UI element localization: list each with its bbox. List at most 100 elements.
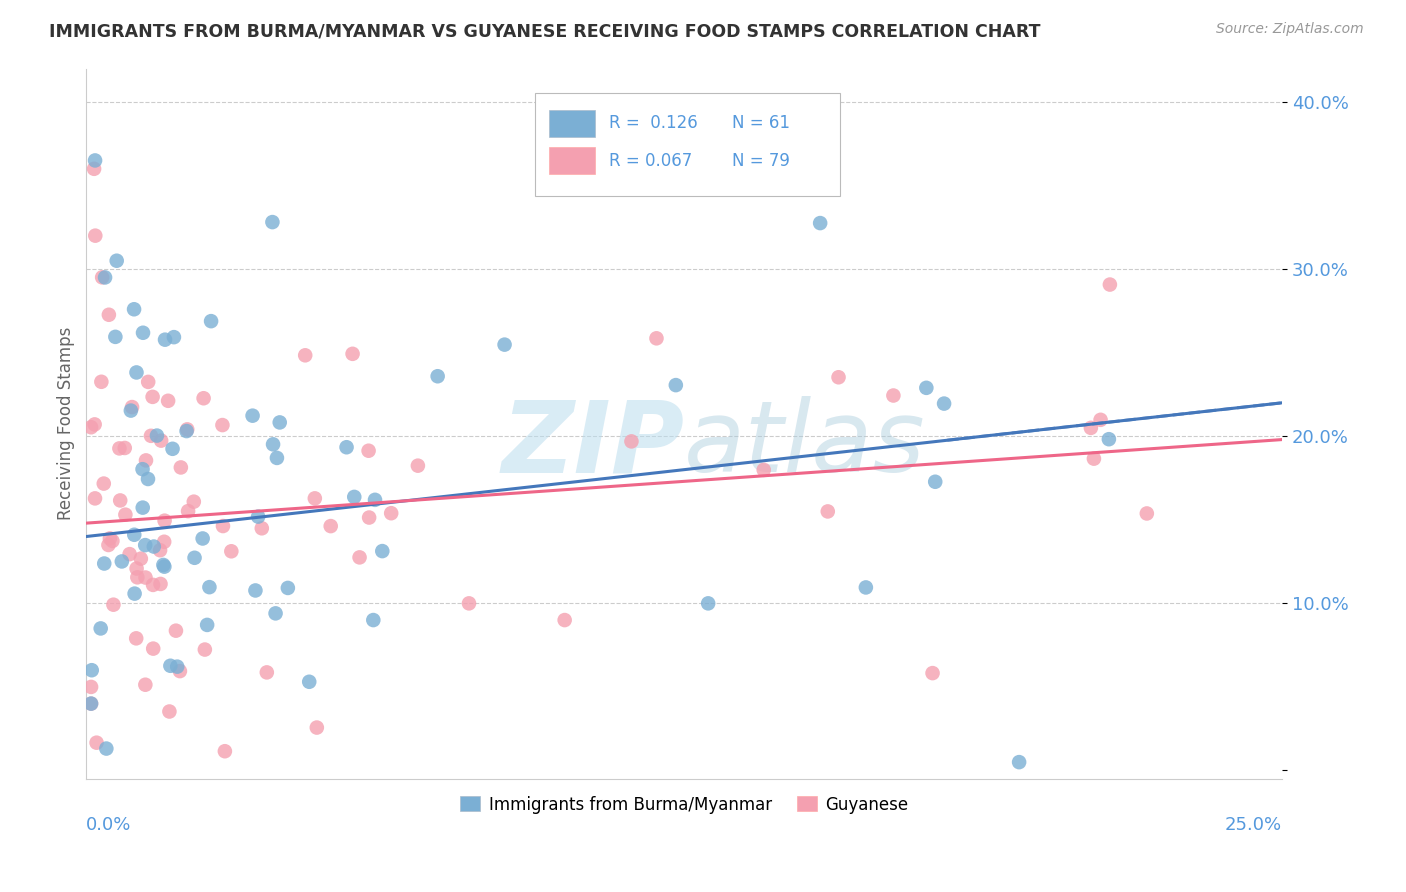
Point <box>342 347 364 361</box>
Point <box>134 678 156 692</box>
Point <box>357 443 380 458</box>
Point <box>665 378 688 392</box>
Point <box>152 558 174 572</box>
Point <box>114 441 136 455</box>
Point <box>165 624 187 638</box>
Point <box>371 544 394 558</box>
Point <box>153 534 176 549</box>
Point <box>93 476 115 491</box>
Y-axis label: Receiving Food Stamps: Receiving Food Stamps <box>58 327 75 520</box>
Point <box>1098 432 1121 446</box>
Point <box>108 442 131 456</box>
Point <box>90 622 112 636</box>
Point <box>139 429 162 443</box>
Point <box>262 437 284 451</box>
Point <box>170 460 193 475</box>
Point <box>111 554 134 568</box>
Point <box>176 424 198 438</box>
Text: ZIP: ZIP <box>502 396 685 493</box>
Point <box>157 705 180 719</box>
Point <box>166 659 188 673</box>
Point <box>349 550 371 565</box>
Point <box>80 697 103 711</box>
Point <box>149 577 172 591</box>
Point <box>142 641 165 656</box>
Point <box>1008 755 1031 769</box>
Point <box>163 330 186 344</box>
Point <box>84 228 107 243</box>
Point <box>149 543 172 558</box>
Point <box>94 270 117 285</box>
Point <box>817 504 839 518</box>
Point <box>169 664 191 678</box>
Point <box>101 533 124 548</box>
Point <box>121 400 143 414</box>
Point <box>153 514 176 528</box>
Point <box>256 665 278 680</box>
Point <box>142 390 165 404</box>
Point <box>157 393 180 408</box>
Point <box>136 472 159 486</box>
Point <box>1136 507 1159 521</box>
Point <box>191 532 214 546</box>
Point <box>124 586 146 600</box>
Point <box>86 736 108 750</box>
Text: R =  0.126: R = 0.126 <box>609 114 697 132</box>
Point <box>359 510 381 524</box>
Point <box>91 270 114 285</box>
Point <box>132 500 155 515</box>
Point <box>214 744 236 758</box>
Text: Source: ZipAtlas.com: Source: ZipAtlas.com <box>1216 22 1364 37</box>
Point <box>80 420 103 434</box>
Point <box>262 215 284 229</box>
Point <box>915 381 938 395</box>
FancyBboxPatch shape <box>534 94 839 196</box>
Point <box>335 440 357 454</box>
Point <box>211 418 233 433</box>
Point <box>177 504 200 518</box>
Point <box>131 462 153 476</box>
Point <box>183 550 205 565</box>
Point <box>242 409 264 423</box>
Point <box>247 509 270 524</box>
Point <box>150 434 173 448</box>
Point <box>304 491 326 506</box>
Point <box>426 369 449 384</box>
Point <box>212 519 235 533</box>
Point <box>406 458 429 473</box>
Point <box>697 596 720 610</box>
Point <box>135 453 157 467</box>
Text: 25.0%: 25.0% <box>1225 815 1282 834</box>
Point <box>125 632 148 646</box>
Point <box>200 314 222 328</box>
Text: N = 79: N = 79 <box>733 152 790 169</box>
Legend: Immigrants from Burma/Myanmar, Guyanese: Immigrants from Burma/Myanmar, Guyanese <box>454 789 915 821</box>
Point <box>97 538 120 552</box>
Point <box>142 578 165 592</box>
Point <box>125 366 148 380</box>
Point <box>98 532 121 546</box>
Point <box>122 302 145 317</box>
Point <box>305 721 328 735</box>
Point <box>266 450 288 465</box>
Point <box>84 491 107 506</box>
Point <box>245 583 267 598</box>
Point <box>118 547 141 561</box>
Text: R = 0.067: R = 0.067 <box>609 152 692 169</box>
Point <box>494 337 516 351</box>
Point <box>1090 413 1112 427</box>
Point <box>195 618 218 632</box>
Point <box>921 666 943 681</box>
Point <box>146 428 169 442</box>
Text: IMMIGRANTS FROM BURMA/MYANMAR VS GUYANESE RECEIVING FOOD STAMPS CORRELATION CHAR: IMMIGRANTS FROM BURMA/MYANMAR VS GUYANES… <box>49 22 1040 40</box>
Point <box>153 333 176 347</box>
Point <box>458 596 481 610</box>
Point <box>319 519 342 533</box>
Point <box>80 663 103 677</box>
Point <box>264 607 287 621</box>
Point <box>198 580 221 594</box>
Point <box>827 370 849 384</box>
Point <box>221 544 243 558</box>
Point <box>159 658 181 673</box>
Point <box>193 391 215 405</box>
